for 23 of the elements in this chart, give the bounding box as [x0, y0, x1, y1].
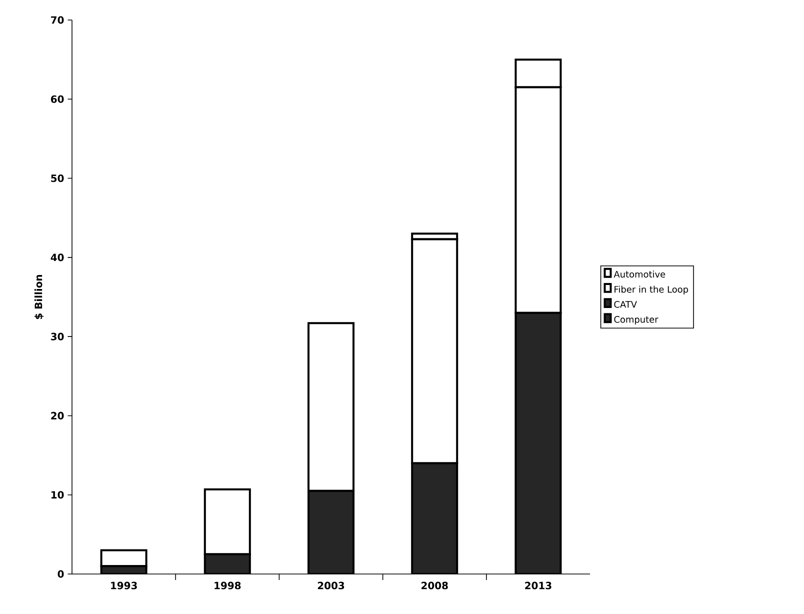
y-tick-label: 60 — [50, 95, 64, 103]
bar — [411, 462, 458, 574]
x-tick-label: 2013 — [525, 582, 552, 590]
legend-label: Computer — [614, 316, 658, 325]
y-tick-label: 20 — [51, 412, 64, 420]
y-tick-label: 30 — [51, 332, 64, 340]
legend-label: Automotive — [614, 270, 666, 278]
x-tick-label: 1998 — [214, 582, 241, 590]
y-tick-label: 10 — [51, 491, 64, 499]
bar — [308, 490, 354, 574]
y-tick-label: 50 — [51, 174, 64, 182]
x-tick-label: 2008 — [422, 582, 448, 590]
bar — [514, 312, 562, 574]
y-tick-label: 40 — [50, 254, 64, 262]
legend-label: CATV — [614, 300, 637, 308]
bar — [308, 322, 354, 492]
x-tick-label: 2003 — [318, 582, 344, 590]
x-tick-label: 1993 — [111, 582, 137, 590]
legend-label: Fiber in the Loop — [614, 286, 688, 294]
bar — [204, 488, 251, 556]
y-tick-label: 0 — [58, 570, 64, 578]
y-tick-label: 70 — [51, 16, 64, 24]
y-axis-title: $ Billion — [34, 274, 44, 320]
